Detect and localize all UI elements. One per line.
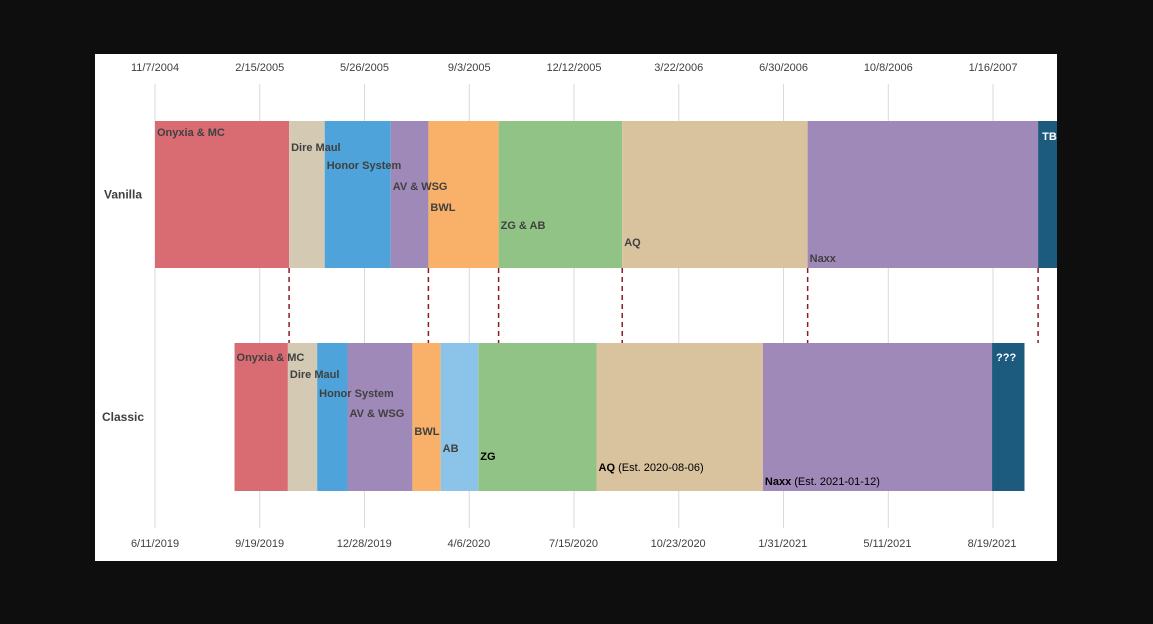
segment-label-text: ??? [996,352,1016,364]
segment-label-text: BWL [414,426,439,438]
segment-label-text: TBC [1042,131,1057,143]
bar-segment [440,343,479,491]
bar-segment [596,343,763,491]
segment-label: Honor System [327,160,402,172]
bar-segment [428,121,499,268]
bar-segment [412,343,441,491]
bar-segment [287,343,318,491]
segment-label: ??? [996,352,1016,364]
segment-label-text: Naxx [810,253,837,265]
bar-segment [324,121,391,268]
timeline-chart: 11/7/2004 2/15/2005 5/26/2005 9/3/2005 12/12… [102,62,1057,550]
segment-label: Naxx (Est. 2021-01-12) [765,476,880,488]
bottom-tick-label: 7/15/2020 [549,538,598,550]
bottom-tick-label: 8/19/2021 [968,538,1017,550]
top-tick-label: 2/15/2005 [235,62,284,74]
connector-lines [288,268,1039,343]
bottom-tick-label: 10/23/2020 [651,538,706,550]
label-layer: 11/7/2004 2/15/2005 5/26/2005 9/3/2005 12/12… [102,62,1057,550]
bar-segment [807,121,1039,268]
segment-label: Onyxia & MC [157,127,225,139]
segment-label-text: Dire Maul [291,142,341,154]
bottom-tick-label: 5/11/2021 [863,538,911,550]
bar-segment [992,343,1025,491]
bar-segment [478,343,597,491]
top-tick-label: 12/12/2005 [546,62,601,74]
row-label-classic: Classic [102,410,144,424]
segment-label: TBC [1042,131,1057,143]
segment-label: ZG [480,451,495,463]
segment-label: BWL [430,202,455,214]
row-label-vanilla: Vanilla [104,188,142,202]
bar-segment [1038,121,1057,268]
segment-label: BWL [414,426,439,438]
segment-label-text: AV & WSG [393,181,448,193]
segment-label: AV & WSG [393,181,448,193]
top-tick-label: 9/3/2005 [448,62,491,74]
segment-label: AQ [624,237,641,249]
segment-label-text: AB [443,443,459,455]
segment-note: (Est. 2021-01-12) [791,476,880,488]
top-tick-label: 5/26/2005 [340,62,389,74]
top-tick-label: 6/30/2006 [759,62,808,74]
bar-segment [289,121,325,268]
segment-label-text: AQ [599,462,616,474]
bottom-tick-label: 12/28/2019 [337,538,392,550]
segment-note: (Est. 2020-08-06) [615,462,704,474]
segment-label: Naxx [810,253,837,265]
segment-label: Dire Maul [290,369,340,381]
segment-label: AQ (Est. 2020-08-06) [599,462,704,474]
chart-panel: 11/7/2004 2/15/2005 5/26/2005 9/3/2005 12/12… [95,54,1057,561]
segment-label-text: Honor System [319,388,394,400]
bar-segment [622,121,808,268]
segment-label-text: ZG [480,451,495,463]
segment-label-text: Onyxia & MC [157,127,225,139]
bar-segment [347,343,413,491]
segment-label-text: Honor System [327,160,402,172]
segment-label: ZG & AB [501,220,546,232]
segment-label-text: Dire Maul [290,369,340,381]
top-tick-label: 11/7/2004 [131,62,179,74]
bottom-tick-label: 6/11/2019 [131,538,179,550]
segment-label-text: AQ [624,237,641,249]
segment-label: AB [443,443,459,455]
top-tick-label: 10/8/2006 [864,62,913,74]
segment-label-text: Naxx [765,476,792,488]
bar-layer [155,121,1057,491]
segment-label: Onyxia & MC [237,352,305,364]
segment-label-text: Onyxia & MC [237,352,305,364]
bar-segment [155,121,290,268]
segment-label: Dire Maul [291,142,341,154]
bottom-tick-label: 4/6/2020 [447,538,490,550]
top-tick-label: 3/22/2006 [654,62,703,74]
top-tick-label: 1/16/2007 [969,62,1018,74]
segment-label-text: AV & WSG [350,408,405,420]
segment-label-text: ZG & AB [501,220,546,232]
bar-segment [390,121,429,268]
bar-segment [762,343,993,491]
segment-label: AV & WSG [350,408,405,420]
segment-label-text: BWL [430,202,455,214]
bar-segment [498,121,623,268]
bottom-tick-label: 9/19/2019 [235,538,284,550]
bar-segment [234,343,288,491]
segment-label: Honor System [319,388,394,400]
bottom-tick-label: 1/31/2021 [758,538,807,550]
bar-segment [317,343,348,491]
